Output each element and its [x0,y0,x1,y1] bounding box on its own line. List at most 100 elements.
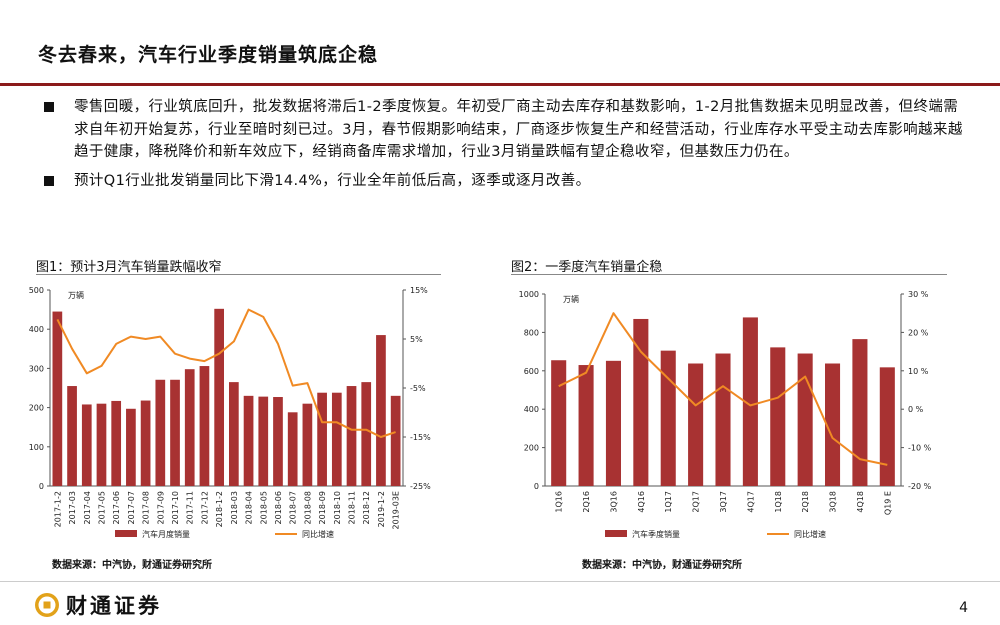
company-logo: 财通证券 [34,590,162,620]
legend-line-label: 同比增速 [302,529,334,539]
x-tick-label: 2018-1-2 [215,491,224,527]
left-tick-label: 200 [29,404,44,413]
bar [551,360,567,486]
x-tick-label: 2017-08 [142,491,151,524]
bar [67,386,77,486]
x-tick-label: 2017-09 [156,491,165,524]
unit-label: 万辆 [563,294,579,304]
bar [111,400,122,486]
x-tick-label: 2018-08 [303,491,312,524]
bar [361,382,372,486]
bar [273,397,283,486]
bullet-list: 零售回暖，行业筑底回升，批发数据将滞后1-2季度恢复。年初受厂商主动去库存和基数… [44,96,969,198]
x-tick-label: 2017-07 [127,491,136,524]
legend-bar-label: 汽车月度销量 [142,529,190,539]
bar [797,353,813,486]
bar [287,412,298,486]
bullet-text: 零售回暖，行业筑底回升，批发数据将滞后1-2季度恢复。年初受厂商主动去库存和基数… [74,99,963,160]
logo-text: 财通证券 [66,594,162,618]
x-tick-label: 2017-10 [171,491,180,524]
x-tick-label: 2017-11 [186,491,195,524]
bar [302,403,313,486]
x-tick-label: 2017-04 [83,491,92,524]
x-tick-label: 1Q16 [555,491,564,513]
quarterly-sales-chart: 0 200 400 600 800 1000 -20 % -10 % 0 % 10 % 20 % 30… [519,290,932,539]
bar [199,366,210,486]
bar [390,395,401,486]
bar [660,350,676,486]
bar [852,339,868,486]
x-tick-label: 2Q17 [692,491,701,513]
bar [140,400,151,486]
right-tick-label: -10 % [908,444,932,453]
legend-bar-swatch [605,530,627,537]
left-tick-label: 400 [524,405,539,414]
left-tick-label: 600 [524,367,539,376]
x-tick-label: 2019-03E [392,491,401,529]
x-tick-label: 3Q17 [719,491,728,513]
figure1-caption-rule [36,274,441,275]
bullet-square-icon [44,102,54,112]
x-tick-label: 2017-06 [112,491,121,524]
left-tick-label: 200 [524,444,539,453]
bar [81,404,92,486]
unit-label: 万辆 [68,290,84,300]
growth-line [558,312,888,466]
x-tick-label: 2018-03 [230,491,239,524]
left-tick-label: 300 [29,364,44,373]
bar [770,347,786,486]
monthly-sales-chart: 0 100 200 300 400 500 -25% -15% -5% 5% 15% 万辆 2017-1… [29,286,431,539]
right-tick-label: 10 % [908,367,929,376]
bar [258,396,269,486]
left-tick-label: 800 [524,328,539,337]
bar [229,382,239,486]
right-tick-label: 30 % [908,290,929,299]
x-tick-label: 2019-1-2 [377,491,386,527]
coin-logo-icon [35,593,59,617]
title-rule [0,83,1000,86]
right-tick-label: -25% [410,482,431,491]
bar [126,408,136,486]
x-tick-label: 1Q17 [664,491,673,513]
right-tick-label: 5% [410,335,423,344]
left-tick-label: 1000 [519,290,539,299]
bar [52,311,63,486]
figure1-caption: 图1：预计3月汽车销量跌幅收窄 [36,260,222,275]
right-tick-label: 15% [410,286,428,295]
x-tick-label: 2017-05 [97,491,106,524]
bar [346,386,357,486]
x-tick-label: 3Q18 [829,491,838,513]
x-tick-label: 2Q16 [582,491,591,513]
left-tick-label: 500 [29,286,44,295]
figure2-source: 数据来源：中汽协，财通证券研究所 [582,560,742,571]
x-tick-label: 4Q16 [637,491,646,513]
x-tick-label: 2018-06 [274,491,283,524]
bar [688,363,704,486]
bullet-square-icon [44,175,54,186]
right-tick-label: -15% [410,433,431,442]
bar [578,365,594,486]
page-number: 4 [959,600,968,616]
bar [96,403,107,486]
x-tick-label: 2018-04 [245,491,254,524]
bar [184,369,195,486]
x-tick-label: 2017-12 [200,491,209,524]
x-tick-label: 4Q17 [746,491,755,513]
growth-line [56,308,396,438]
bullet-item: 预计Q1行业批发销量同比下滑14.4%，行业全年前低后高，逐季或逐月改善。 [44,170,969,193]
bullet-item: 零售回暖，行业筑底回升，批发数据将滞后1-2季度恢复。年初受厂商主动去库存和基数… [44,96,969,164]
bar [331,392,342,486]
left-tick-label: 400 [29,325,44,334]
right-tick-label: 20 % [908,328,929,337]
x-tick-label: 2018-09 [318,491,327,524]
right-tick-label: -5% [410,384,426,393]
footer-rule [0,581,1000,582]
x-tick-label: 4Q18 [856,491,865,513]
bar [742,317,758,486]
legend-line-label: 同比增速 [794,529,826,539]
x-tick-label: 2017-03 [68,491,77,524]
x-tick-label: 2018-11 [348,491,357,524]
right-tick-label: 0 % [908,405,924,414]
bar [243,395,254,486]
bar [825,363,841,486]
